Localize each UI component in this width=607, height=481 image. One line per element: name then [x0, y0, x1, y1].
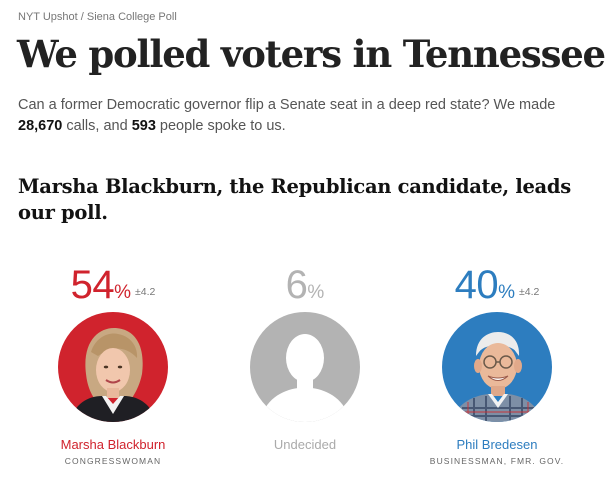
- respondents-count: 593: [131, 118, 156, 134]
- section-subhead: Marsha Blackburn, the Republican candida…: [18, 175, 571, 224]
- page-title: We polled voters in Tennessee.: [17, 32, 607, 76]
- vote-share-value: 6: [285, 263, 308, 307]
- vote-share: 6%: [230, 262, 380, 308]
- intro-text-1: Can a former Democratic governor flip a …: [18, 97, 556, 113]
- calls-count: 28,670: [18, 118, 63, 134]
- candidate-name: Marsha Blackburn: [60, 437, 166, 452]
- margin-of-error: ±4.2: [519, 286, 540, 298]
- candidate-photo-blackburn: [58, 312, 168, 422]
- intro-paragraph: Can a former Democratic governor flip a …: [18, 95, 593, 137]
- percent-sign: %: [307, 282, 325, 303]
- candidate-bredesen: 40% ±4.2: [422, 262, 572, 467]
- candidate-role: BUSINESSMAN, FMR. GOV.: [429, 456, 565, 466]
- margin-of-error: ±4.2: [135, 286, 156, 298]
- candidate-photo-bredesen: [442, 312, 552, 422]
- vote-share: 40% ±4.2: [422, 262, 572, 308]
- percent-sign: %: [498, 282, 516, 303]
- vote-share-value: 40: [454, 263, 499, 307]
- person-silhouette-icon: [250, 312, 360, 422]
- vote-share: 54% ±4.2: [38, 262, 188, 308]
- vote-share-value: 54: [70, 263, 115, 307]
- percent-sign: %: [114, 282, 132, 303]
- candidate-name: Undecided: [273, 437, 337, 452]
- candidate-name: Phil Bredesen: [456, 437, 538, 452]
- candidate-undecided: 6% Undecided: [230, 262, 380, 452]
- intro-text-2: calls, and: [62, 118, 132, 134]
- candidate-role: CONGRESSWOMAN: [64, 456, 162, 466]
- intro-text-3: people spoke to us.: [155, 118, 286, 134]
- kicker[interactable]: NYT Upshot / Siena College Poll: [18, 11, 177, 23]
- candidate-blackburn: 54% ±4.2 Marsha Blackbur: [38, 262, 188, 467]
